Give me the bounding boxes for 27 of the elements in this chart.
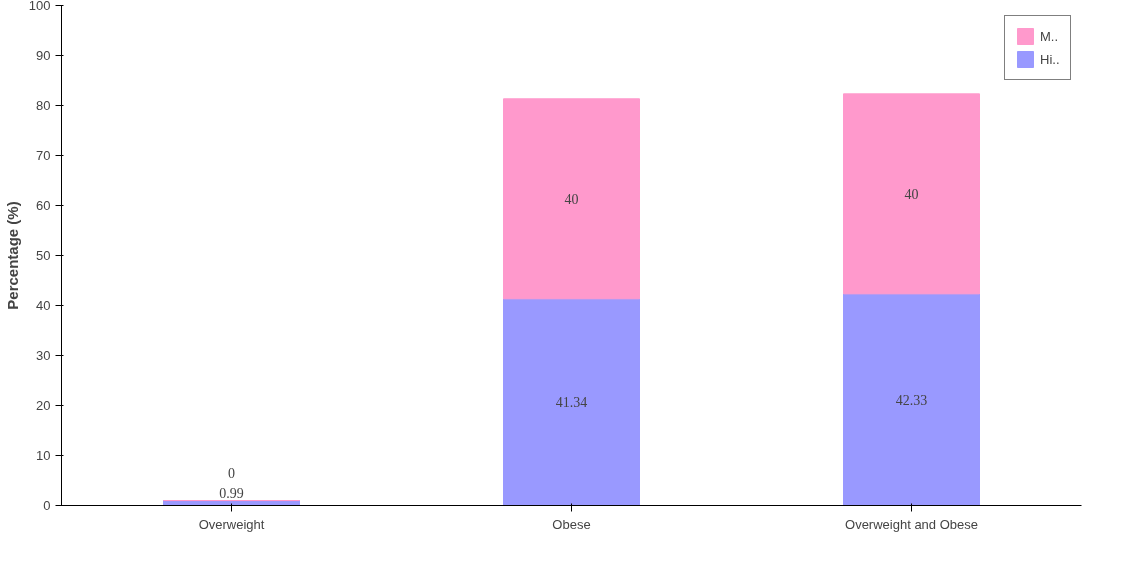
y-tick-label: 50 — [36, 248, 51, 263]
y-tick-label: 70 — [36, 148, 51, 163]
data-label: 42.33 — [895, 392, 928, 408]
bar — [503, 298, 640, 506]
bar — [843, 293, 980, 506]
y-tick-label: 100 — [28, 0, 51, 13]
x-tick-label: Overweight and Obese — [845, 516, 978, 532]
y-tick-label: 80 — [36, 98, 51, 113]
y-tick-label: 10 — [36, 448, 51, 463]
data-label: 41.34 — [555, 395, 588, 411]
data-label: 0 — [228, 465, 235, 481]
legend-label: Hi.. — [1040, 51, 1060, 67]
data-label: 0.99 — [219, 486, 244, 502]
bar — [843, 93, 980, 295]
y-axis-title: Percentage (%) — [3, 201, 21, 310]
legend-label: M.. — [1040, 28, 1060, 44]
y-tick-label: 60 — [36, 198, 51, 213]
y-tick-label: 0 — [43, 498, 51, 513]
data-label: 40 — [564, 191, 579, 207]
data-label: 40 — [904, 186, 919, 202]
bar — [503, 98, 640, 300]
y-tick-label: 30 — [36, 348, 51, 363]
x-tick-label: Overweight — [198, 516, 265, 532]
y-tick-label: 40 — [36, 298, 51, 313]
y-tick-label: 90 — [36, 48, 51, 63]
y-tick-label: 20 — [36, 398, 51, 413]
x-tick-label: Obese — [552, 516, 591, 532]
